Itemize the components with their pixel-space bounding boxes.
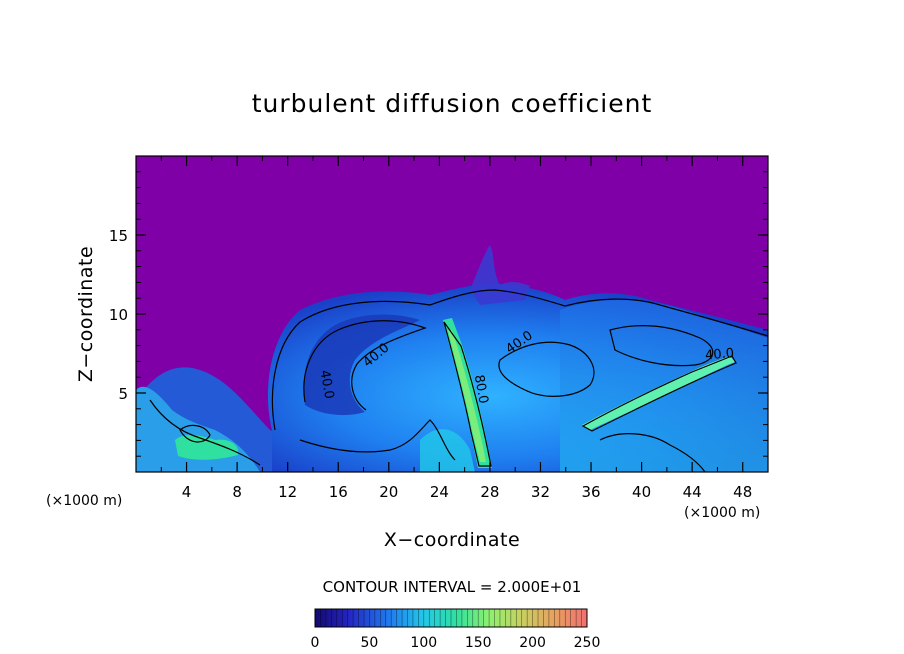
y-tick-label: 15 (109, 227, 128, 245)
x-unit-right: (×1000 m) (684, 505, 760, 521)
x-tick-label: 44 (683, 483, 702, 501)
x-tick-label: 8 (232, 483, 242, 501)
x-tick-label: 12 (278, 483, 297, 501)
colorbar-tick-label: 200 (519, 635, 546, 651)
plot-area: 40.040.080.040.0 40.0 (136, 156, 768, 472)
colorbar-tick-label: 100 (410, 635, 437, 651)
x-tick-label: 16 (329, 483, 348, 501)
x-unit-left: (×1000 m) (46, 493, 122, 509)
field-left-green (175, 435, 239, 460)
x-tick-label: 28 (480, 483, 499, 501)
contour-mid-loop (498, 341, 595, 397)
contour-dome-outer (271, 289, 768, 431)
contour-right-band (581, 355, 737, 432)
colorbar-tick-label: 50 (360, 635, 378, 651)
colorbar-tick-label: 0 (311, 635, 320, 651)
contour-left-small (179, 424, 211, 443)
y-axis-ticks: 5 10 15 (109, 171, 768, 457)
contour-lines (149, 289, 768, 472)
field-core-band-right (582, 356, 735, 430)
x-tick-label: 24 (430, 483, 449, 501)
x-tick-label: 4 (182, 483, 192, 501)
y-tick-label: 10 (109, 306, 128, 324)
contour-lower-loop (299, 419, 456, 461)
y-axis-label: Z−coordinate (75, 246, 97, 382)
x-axis-ticks: 4 8 12 16 20 24 28 32 36 40 44 48 (160, 156, 752, 501)
field-vortex (303, 314, 420, 416)
contour-left-turb (149, 399, 261, 466)
y-tick-label: 5 (118, 385, 128, 403)
chart-title: turbulent diffusion coefficient (252, 89, 653, 118)
x-tick-label: 20 (379, 483, 398, 501)
x-axis-label: X−coordinate (384, 529, 520, 551)
contour-right-loop (609, 325, 714, 367)
contour-label: 40.0 (705, 346, 735, 363)
contour-core-band (443, 321, 492, 467)
colorbar-ticks: 0 50 100 150 200 250 (311, 635, 601, 651)
field-core-band-main-inner (448, 330, 486, 462)
colorbar: 0 50 100 150 200 250 (311, 608, 601, 651)
contour-label: 40.0 (317, 369, 337, 400)
contour-interval-text: CONTOUR INTERVAL = 2.000E+01 (323, 578, 582, 596)
colorbar-tick-label: 250 (574, 635, 601, 651)
contour-label: 80.0 (471, 374, 491, 405)
contour-vortex (303, 320, 427, 411)
contour-lower-right (599, 433, 706, 472)
x-tick-label: 36 (581, 483, 600, 501)
x-tick-label: 32 (531, 483, 550, 501)
x-tick-label: 48 (733, 483, 752, 501)
x-tick-label: 40 (632, 483, 651, 501)
colorbar-tick-label: 150 (465, 635, 492, 651)
colorbar-stripes (320, 609, 582, 627)
